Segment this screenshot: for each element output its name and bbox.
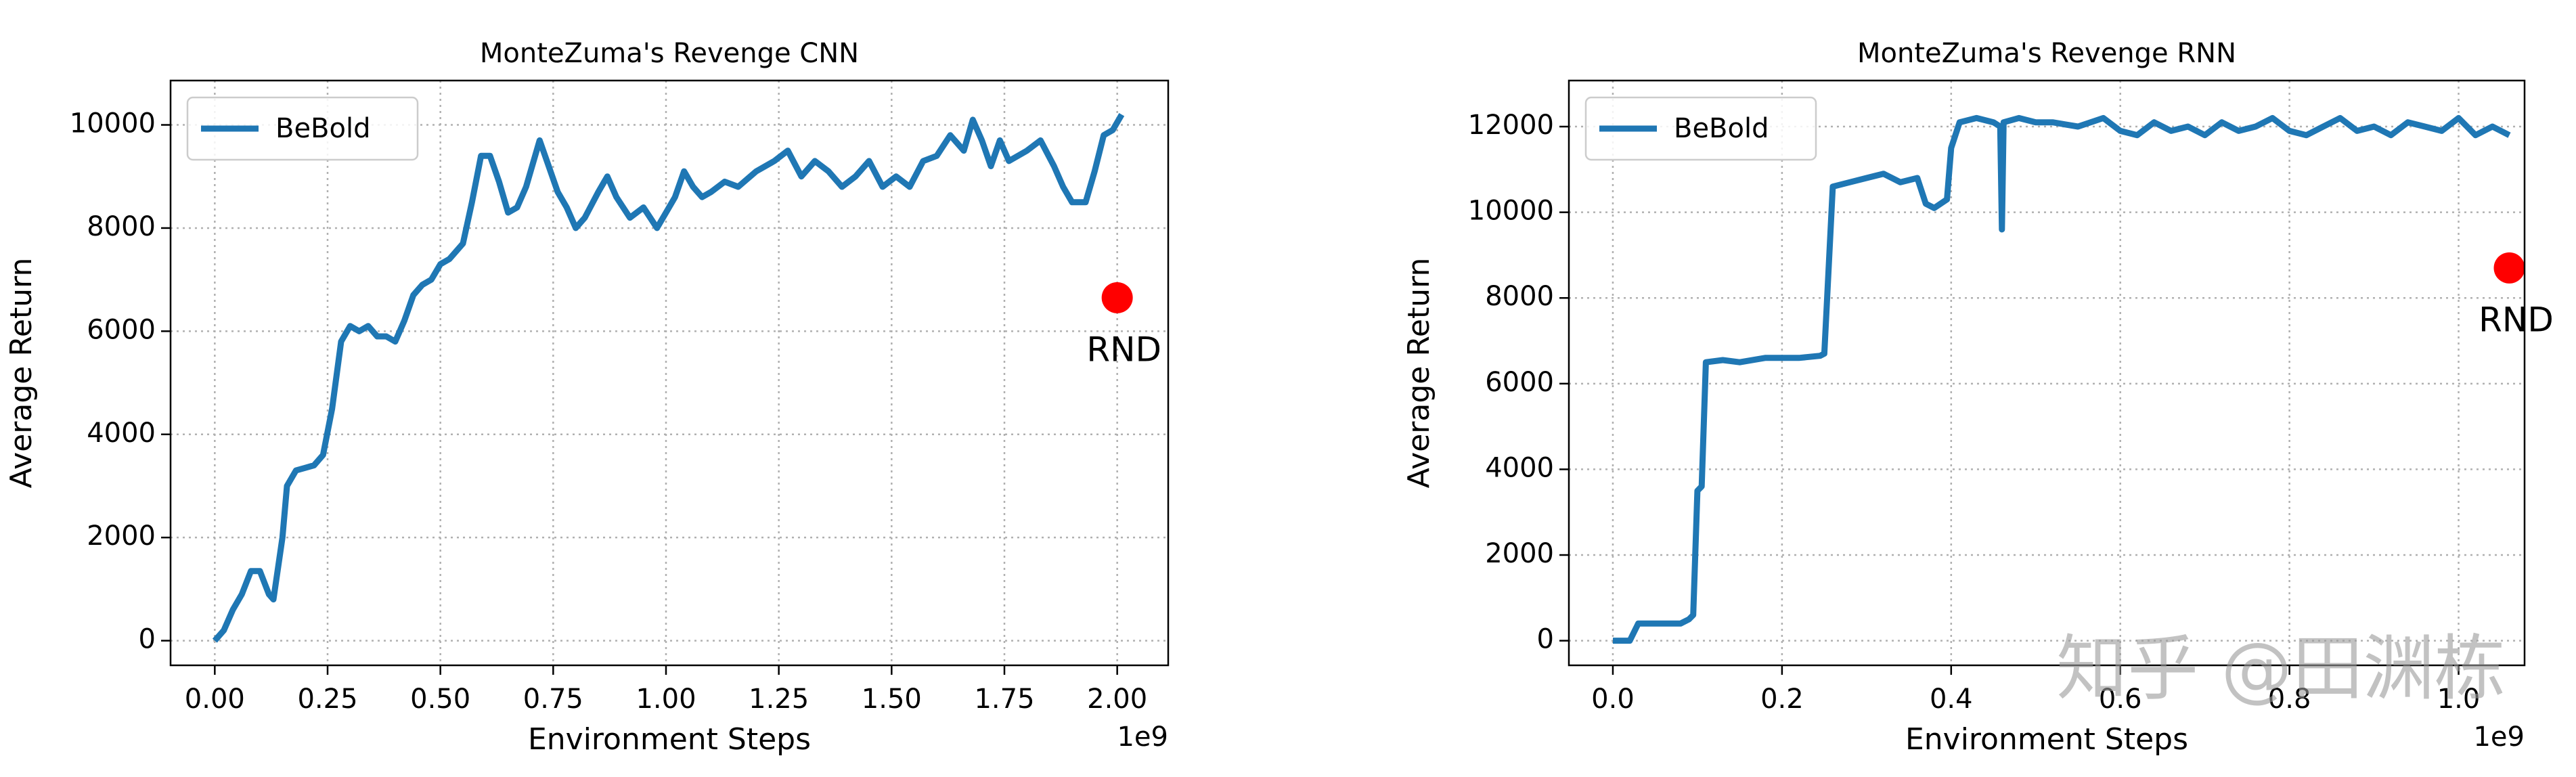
x-offset-label: 1e9 <box>2473 722 2525 753</box>
x-tick-label: 1.00 <box>636 684 696 715</box>
x-tick-label: 0.00 <box>185 684 245 715</box>
x-tick-label: 2.00 <box>1087 684 1147 715</box>
x-tick-label: 0.4 <box>1930 684 1973 715</box>
x-tick-label: 0.25 <box>297 684 357 715</box>
data-line <box>212 113 1125 643</box>
y-tick-label: 0 <box>139 624 156 655</box>
watermark: 知乎 @田渊栋 <box>2056 627 2505 710</box>
x-tick-label: 0.75 <box>523 684 583 715</box>
plot-frame <box>169 79 1170 667</box>
rnd-point <box>1101 282 1133 313</box>
y-tick-label: 0 <box>1537 624 1554 655</box>
y-tick-label: 12000 <box>1468 110 1554 141</box>
legend-box <box>186 96 419 161</box>
y-tick-label: 4000 <box>87 418 156 449</box>
y-axis-label: Average Return <box>1402 258 1436 489</box>
plot-frame <box>1568 79 2526 667</box>
legend-label: BeBold <box>1674 113 1769 144</box>
x-tick-label: 1.75 <box>974 684 1034 715</box>
y-tick-label: 10000 <box>70 108 156 139</box>
x-tick-label: 1.50 <box>862 684 922 715</box>
x-tick-label: 0.0 <box>1591 684 1635 715</box>
annotation-label: RND <box>2479 300 2554 339</box>
x-tick-label: 1.25 <box>749 684 809 715</box>
annotation-label: RND <box>1086 330 1161 369</box>
x-tick-label: 0.8 <box>2268 684 2311 715</box>
x-tick-label: 0.50 <box>410 684 470 715</box>
y-tick-label: 8000 <box>87 211 156 242</box>
data-line <box>1613 114 2511 644</box>
x-tick-label: 0.6 <box>2099 684 2142 715</box>
x-offset-label: 1e9 <box>1117 722 1168 753</box>
y-tick-label: 8000 <box>1485 281 1554 312</box>
y-tick-label: 2000 <box>1485 538 1554 569</box>
charts: 0.00 0.25 0.50 0.75 1.00 1.25 1.50 1.75 2.000200… <box>4 38 2554 757</box>
x-axis-label: Environment Steps <box>1905 722 2188 757</box>
chart-title: MonteZuma's Revenge RNN <box>1857 38 2236 69</box>
y-tick-label: 4000 <box>1485 452 1554 483</box>
y-tick-label: 6000 <box>87 314 156 345</box>
legend-box <box>1584 96 1817 161</box>
legend-label: BeBold <box>275 113 370 144</box>
x-tick-label: 1.0 <box>2437 684 2481 715</box>
chart-title: MonteZuma's Revenge CNN <box>480 38 859 69</box>
y-tick-label: 10000 <box>1468 196 1554 227</box>
y-axis-label: Average Return <box>4 258 39 489</box>
y-tick-label: 2000 <box>87 520 156 552</box>
x-axis-label: Environment Steps <box>528 722 811 757</box>
y-tick-label: 6000 <box>1485 367 1554 398</box>
x-tick-label: 0.2 <box>1760 684 1804 715</box>
rnd-point <box>2493 252 2525 284</box>
